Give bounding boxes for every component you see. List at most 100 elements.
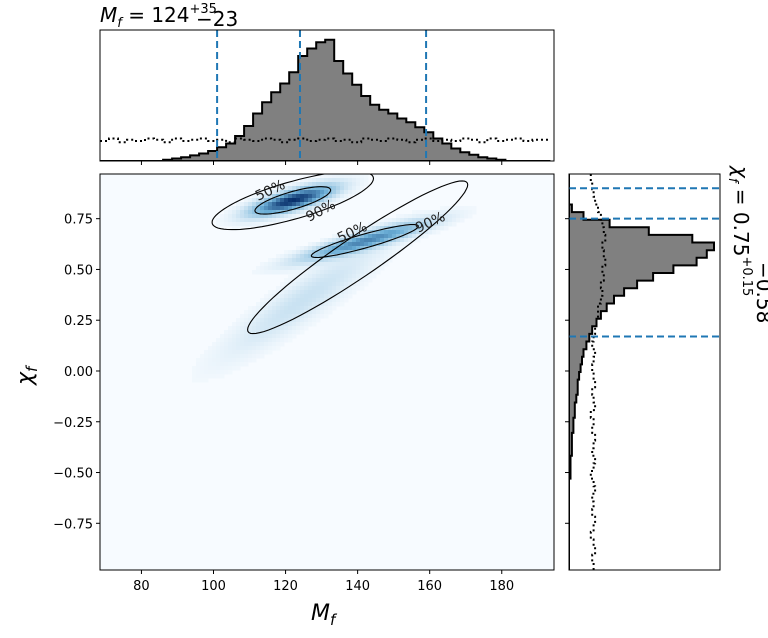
density-cell [468,214,473,219]
density-cell [300,190,305,195]
density-cell [328,238,333,243]
density-cell [352,278,357,283]
density-cell [412,210,417,215]
density-cell [236,366,241,371]
density-cell [264,314,269,319]
density-cell [364,266,369,271]
density-cell [360,286,365,291]
density-cell [460,210,465,215]
density-cell [300,258,305,263]
density-cell [272,186,277,191]
density-cell [348,282,353,287]
density-cell [372,262,377,267]
density-cell [448,214,453,219]
density-cell [388,226,393,231]
density-cell [276,202,281,207]
density-cell [344,238,349,243]
density-cell [224,358,229,363]
density-cell [360,178,365,183]
density-cell [204,362,209,367]
density-cell [320,298,325,303]
density-cell [248,354,253,359]
density-cell [280,270,285,275]
density-cell [268,206,273,211]
density-cell [220,346,225,351]
density-cell [280,262,285,267]
density-cell [284,290,289,295]
density-cell [300,326,305,331]
density-cell [368,274,373,279]
density-cell [340,266,345,271]
density-cell [248,206,253,211]
density-cell [232,358,237,363]
density-cell [332,250,337,255]
density-cell [276,346,281,351]
density-cell [232,322,237,327]
density-cell [308,210,313,215]
density-cell [260,270,265,275]
density-cell [364,254,369,259]
density-cell [264,306,269,311]
density-cell [272,342,277,347]
density-cell [316,186,321,191]
density-cell [280,306,285,311]
density-cell [252,222,257,227]
density-cell [240,350,245,355]
density-cell [264,210,269,215]
density-cell [300,186,305,191]
density-cell [332,282,337,287]
density-cell [248,358,253,363]
density-cell [208,374,213,379]
density-cell [304,274,309,279]
density-cell [408,242,413,247]
density-cell [256,346,261,351]
density-cell [328,294,333,299]
density-cell [252,354,257,359]
density-cell [388,230,393,235]
density-cell [452,218,457,223]
density-cell [372,246,377,251]
density-cell [236,350,241,355]
density-cell [292,290,297,295]
density-cell [368,258,373,263]
density-cell [416,218,421,223]
density-cell [372,250,377,255]
density-cell [220,214,225,219]
density-cell [284,266,289,271]
density-cell [416,230,421,235]
density-cell [360,246,365,251]
density-cell [256,318,261,323]
density-cell [316,306,321,311]
density-cell [452,222,457,227]
density-cell [200,374,205,379]
density-cell [288,270,293,275]
density-cell [276,342,281,347]
density-cell [452,206,457,211]
density-cell [216,222,221,227]
density-cell [312,318,317,323]
density-cell [252,306,257,311]
density-cell [324,302,329,307]
density-cell [284,278,289,283]
density-cell [312,266,317,271]
density-cell [216,354,221,359]
density-cell [432,230,437,235]
density-cell [304,258,309,263]
density-cell [224,222,229,227]
density-cell [348,182,353,187]
density-cell [292,206,297,211]
density-cell [208,354,213,359]
density-cell [256,218,261,223]
density-cell [324,194,329,199]
density-cell [276,326,281,331]
density-cell [308,270,313,275]
density-cell [400,214,405,219]
density-cell [280,254,285,259]
density-cell [268,334,273,339]
density-cell [336,246,341,251]
density-cell [384,262,389,267]
density-cell [236,354,241,359]
density-cell [284,282,289,287]
density-cell [252,310,257,315]
density-cell [292,250,297,255]
